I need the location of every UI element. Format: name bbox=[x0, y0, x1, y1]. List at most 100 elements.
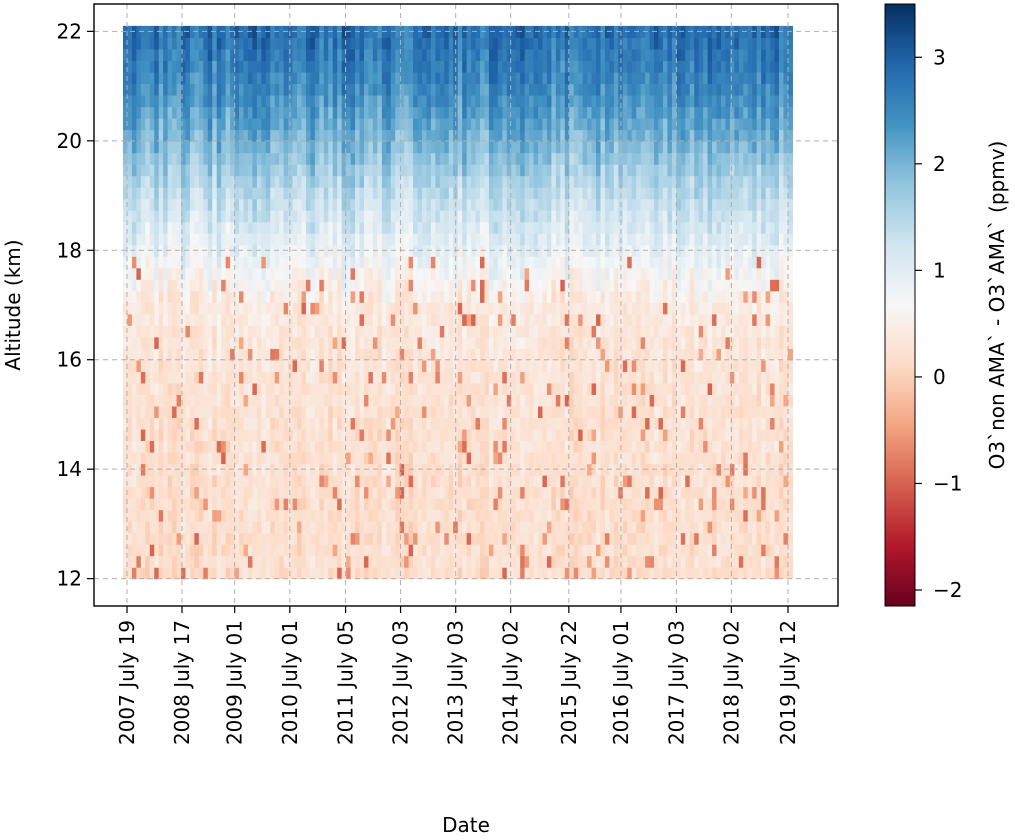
heatmap-cell bbox=[131, 498, 137, 511]
heatmap-cell bbox=[426, 141, 432, 154]
heatmap-cell bbox=[136, 267, 142, 280]
heatmap-cell bbox=[533, 498, 539, 511]
heatmap-cell bbox=[319, 37, 325, 50]
heatmap-cell bbox=[203, 94, 209, 108]
heatmap-cell bbox=[355, 440, 361, 453]
heatmap-cell bbox=[377, 37, 383, 50]
heatmap-cell bbox=[578, 313, 584, 326]
heatmap-cell bbox=[270, 48, 276, 62]
heatmap-cell bbox=[408, 106, 414, 119]
heatmap-cell bbox=[149, 279, 155, 292]
heatmap-cell bbox=[377, 532, 383, 545]
heatmap-cell bbox=[145, 440, 151, 453]
heatmap-cell bbox=[310, 405, 316, 419]
heatmap-cell bbox=[328, 187, 334, 200]
heatmap-cell bbox=[149, 486, 155, 499]
heatmap-cell bbox=[551, 94, 557, 108]
heatmap-cell bbox=[216, 118, 222, 131]
heatmap-cell bbox=[386, 244, 392, 257]
heatmap-cell bbox=[158, 555, 164, 568]
heatmap-cell bbox=[551, 48, 557, 62]
heatmap-cell bbox=[493, 187, 499, 200]
heatmap-cell bbox=[328, 106, 334, 119]
heatmap-cell bbox=[328, 313, 334, 326]
heatmap-cell bbox=[488, 152, 494, 165]
heatmap-cell bbox=[149, 187, 155, 200]
heatmap-cell bbox=[265, 405, 271, 419]
heatmap-cell bbox=[542, 71, 548, 85]
heatmap-cell bbox=[247, 544, 254, 557]
heatmap-cell bbox=[163, 164, 169, 177]
heatmap-cell bbox=[578, 71, 584, 85]
heatmap-cell bbox=[181, 498, 187, 511]
heatmap-cell bbox=[310, 71, 316, 85]
heatmap-cell bbox=[529, 359, 535, 372]
heatmap-cell bbox=[372, 544, 378, 557]
heatmap-cell bbox=[488, 267, 494, 280]
heatmap-cell bbox=[475, 532, 481, 545]
heatmap-cell bbox=[310, 25, 316, 39]
heatmap-cell bbox=[203, 198, 209, 211]
heatmap-cell bbox=[212, 521, 218, 534]
heatmap-cell bbox=[480, 348, 486, 361]
heatmap-cell bbox=[314, 198, 320, 211]
heatmap-cell bbox=[404, 221, 410, 234]
heatmap-cell bbox=[323, 382, 329, 395]
heatmap-cell bbox=[439, 71, 445, 85]
heatmap-cell bbox=[283, 175, 289, 188]
heatmap-cell bbox=[207, 313, 213, 326]
heatmap-cell bbox=[484, 256, 490, 269]
heatmap-cell bbox=[337, 371, 343, 384]
heatmap-cell bbox=[439, 348, 445, 361]
heatmap-cell bbox=[189, 141, 195, 154]
heatmap-cell bbox=[368, 567, 374, 580]
heatmap-cell bbox=[551, 106, 557, 119]
heatmap-cell bbox=[462, 221, 468, 234]
heatmap-cell bbox=[551, 233, 557, 246]
heatmap-cell bbox=[520, 221, 526, 234]
heatmap-cell bbox=[292, 233, 298, 246]
heatmap-cell bbox=[560, 256, 566, 269]
heatmap-cell bbox=[488, 521, 494, 534]
heatmap-cell bbox=[292, 164, 298, 177]
heatmap-cell bbox=[377, 405, 383, 419]
heatmap-cell bbox=[328, 118, 334, 131]
heatmap-cell bbox=[475, 463, 481, 476]
heatmap-cell bbox=[430, 428, 436, 442]
heatmap-cell bbox=[359, 71, 365, 85]
heatmap-cell bbox=[546, 37, 552, 50]
heatmap-cell bbox=[297, 475, 303, 488]
heatmap-cell bbox=[301, 555, 307, 568]
heatmap-cell bbox=[172, 71, 178, 85]
heatmap-cell bbox=[167, 164, 173, 177]
heatmap-cell bbox=[533, 336, 539, 349]
heatmap-cell bbox=[471, 451, 477, 465]
heatmap-cell bbox=[462, 83, 468, 96]
heatmap-cell bbox=[140, 290, 146, 303]
heatmap-cell bbox=[230, 555, 236, 568]
heatmap-cell bbox=[172, 440, 178, 453]
heatmap-cell bbox=[480, 187, 486, 200]
heatmap-cell bbox=[301, 440, 307, 453]
heatmap-cell bbox=[154, 325, 160, 338]
heatmap-cell bbox=[301, 532, 307, 545]
heatmap-cell bbox=[493, 118, 499, 131]
heatmap-cell bbox=[386, 394, 392, 407]
heatmap-cell bbox=[323, 210, 329, 223]
heatmap-cell bbox=[542, 555, 548, 568]
heatmap-cell bbox=[230, 129, 236, 142]
heatmap-cell bbox=[225, 313, 231, 326]
heatmap-cell bbox=[270, 394, 276, 407]
heatmap-cell bbox=[252, 417, 258, 430]
heatmap-cell bbox=[136, 175, 142, 188]
heatmap-cell bbox=[212, 532, 218, 545]
heatmap-cell bbox=[127, 198, 133, 211]
heatmap-cell bbox=[292, 302, 298, 315]
heatmap-cell bbox=[314, 463, 320, 476]
heatmap-cell bbox=[413, 279, 419, 292]
heatmap-cell bbox=[288, 313, 294, 326]
heatmap-cell bbox=[582, 267, 588, 280]
heatmap-cell bbox=[578, 428, 584, 442]
heatmap-cell bbox=[408, 198, 414, 211]
heatmap-cell bbox=[390, 141, 396, 154]
